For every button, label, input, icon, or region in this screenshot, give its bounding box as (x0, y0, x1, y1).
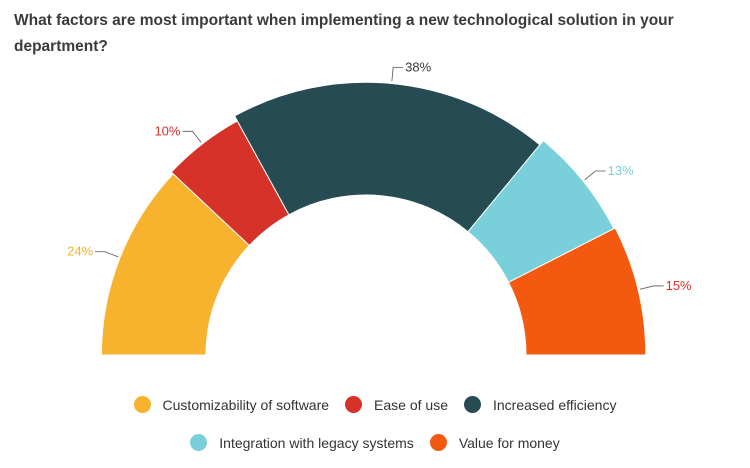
legend-label: Increased efficiency (492, 396, 617, 413)
data-label: 38% (405, 60, 431, 75)
leader-line (95, 251, 119, 258)
legend-item: Increased efficiency (463, 396, 617, 413)
legend-item: Value for money (429, 434, 560, 451)
legend-swatch (190, 434, 208, 451)
data-label: 10% (154, 123, 180, 138)
data-label: 15% (666, 278, 692, 293)
leader-line (584, 170, 606, 181)
data-label: 13% (608, 163, 634, 178)
legend-item: Ease of use (345, 396, 448, 413)
leader-line (391, 67, 404, 82)
leader-line (182, 130, 202, 143)
legend-label: Value for money (458, 434, 560, 451)
legend-item: Integration with legacy systems (190, 434, 414, 451)
leader-line (639, 285, 664, 290)
legend-row-1: Customizability of software Ease of use In… (0, 396, 750, 413)
legend-label: Customizability of software (162, 396, 330, 413)
slice-value-for-money (507, 227, 647, 356)
legend-item: Customizability of software (133, 396, 330, 413)
legend-swatch (429, 434, 447, 451)
chart-title: What factors are most important when imp… (14, 12, 674, 55)
legend-label: Integration with legacy systems (219, 434, 414, 451)
legend-swatch (463, 396, 481, 413)
data-label: 24% (67, 244, 93, 259)
legend-row-2: Integration with legacy systems Value for… (0, 434, 750, 451)
legend-swatch (345, 396, 363, 413)
legend-swatch (133, 396, 151, 413)
slice-increased-efficiency (233, 81, 541, 233)
legend-label: Ease of use (374, 396, 448, 413)
